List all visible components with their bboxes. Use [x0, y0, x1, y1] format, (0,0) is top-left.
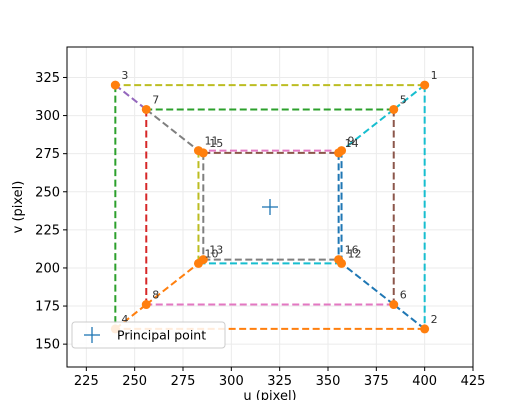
point-15	[198, 148, 208, 158]
edge-2-6	[393, 303, 426, 330]
point-1	[420, 80, 430, 90]
y-tick-label: 225	[35, 223, 60, 238]
y-tick-label: 200	[35, 261, 60, 276]
point-label-14: 14	[345, 137, 359, 150]
point-label-1: 1	[431, 69, 438, 82]
x-tick-label: 225	[74, 374, 99, 389]
point-5	[389, 104, 399, 114]
point-3	[110, 80, 120, 90]
point-label-10: 10	[204, 247, 218, 260]
point-2	[420, 324, 430, 334]
point-label-16: 16	[345, 244, 359, 257]
legend-label: Principal point	[117, 328, 206, 343]
edge-8-10	[145, 262, 200, 306]
point-label-7: 7	[152, 93, 159, 106]
edge-1-5	[393, 84, 426, 111]
x-tick-label: 425	[461, 374, 486, 389]
x-tick-label: 400	[412, 374, 437, 389]
y-tick-label: 150	[35, 338, 60, 353]
x-tick-label: 350	[316, 374, 341, 389]
point-label-13: 13	[209, 244, 223, 257]
point-label-5: 5	[400, 93, 407, 106]
y-tick-label: 175	[35, 300, 60, 315]
y-axis-label: v (pixel)	[11, 181, 26, 234]
edge-7-11	[145, 108, 200, 152]
edge-5-9	[340, 108, 395, 152]
y-tick-label: 275	[35, 147, 60, 162]
point-label-4: 4	[121, 313, 128, 326]
principal-point	[262, 199, 278, 215]
x-tick-label: 300	[219, 374, 244, 389]
x-tick-label: 325	[267, 374, 292, 389]
point-label-2: 2	[431, 313, 438, 326]
legend-marker-plus-icon	[84, 327, 100, 343]
point-14	[334, 148, 344, 158]
point-label-11: 11	[204, 135, 218, 148]
point-label-3: 3	[121, 69, 128, 82]
point-8	[141, 300, 151, 310]
x-tick-label: 275	[171, 374, 196, 389]
y-tick-label: 250	[35, 185, 60, 200]
point-label-15: 15	[209, 137, 223, 150]
y-tick-label: 325	[35, 71, 60, 86]
legend-box	[71, 321, 226, 349]
x-axis-label: u (pixel)	[243, 389, 296, 400]
x-tick-label: 375	[364, 374, 389, 389]
point-16	[334, 255, 344, 265]
plot-frame	[66, 46, 474, 368]
point-6	[389, 300, 399, 310]
grid	[67, 47, 474, 367]
edge-3-7	[114, 84, 147, 111]
point-label-9: 9	[348, 135, 355, 148]
point-13	[198, 255, 208, 265]
y-axis-ticks: 150 175 200 225 250 275 300 325	[35, 71, 67, 353]
point-label-6: 6	[400, 289, 407, 302]
point-label-8: 8	[152, 289, 159, 302]
legend: Principal point	[71, 321, 226, 349]
edge-6-12	[340, 262, 395, 306]
x-tick-label: 250	[122, 374, 147, 389]
point-7	[141, 104, 151, 114]
y-tick-label: 300	[35, 109, 60, 124]
point-label-12: 12	[348, 247, 362, 260]
x-axis-ticks: 225 250 275 300 325 350 375 400 425	[74, 367, 485, 389]
